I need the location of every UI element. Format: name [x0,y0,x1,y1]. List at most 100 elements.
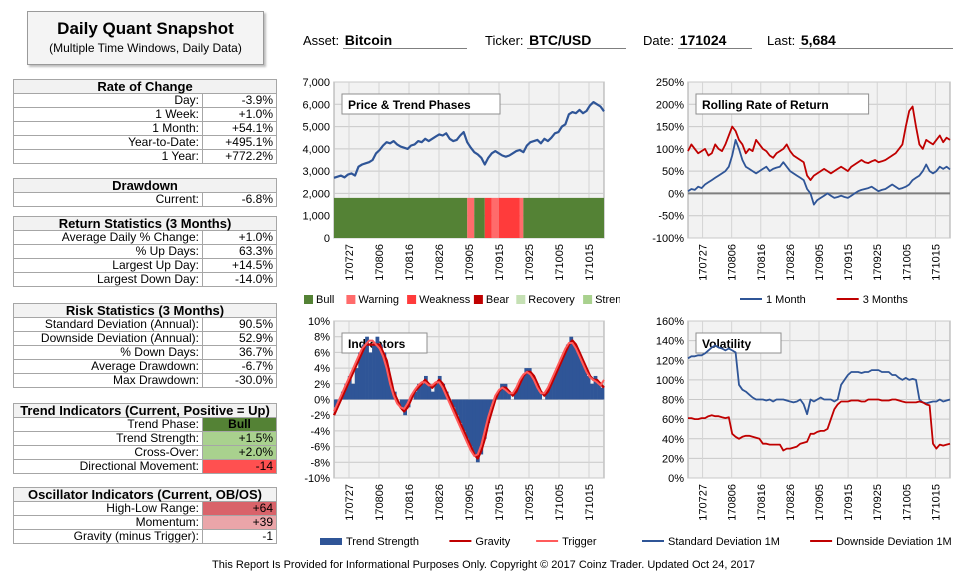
trend-strength-bar [507,391,511,400]
legend-label: Strength [595,294,620,306]
trend-strength-bar [379,344,383,400]
y-tick-label: 0 [324,233,330,245]
table-header-row: Oscillator Indicators (Current, OB/OS) [13,487,277,502]
row-label: Current: [13,192,203,207]
report-subtitle: (Multiple Time Windows, Daily Data) [49,41,242,55]
x-tick-label: 170816 [404,244,416,281]
x-tick-label: 171015 [930,484,942,521]
y-tick-label: 0% [668,473,684,485]
trend-strength-bar [417,383,421,400]
report-title: Daily Quant Snapshot [57,19,234,38]
asset-field: Asset: Bitcoin [303,32,467,49]
ticker-field: Ticker: BTC/USD [485,32,627,49]
trend-phase-bar [484,197,492,238]
table-title: Oscillator Indicators (Current, OB/OS) [13,487,277,502]
row-label: High-Low Range: [13,501,203,516]
x-tick-label: 171015 [930,244,942,281]
trend-strength-bar [451,399,456,408]
legend-swatch [346,295,356,304]
y-tick-label: -10% [304,473,330,485]
rolling-return-chart: -100% -50% 0% 50% 100% 150% 200% 250% 170727 1708… [652,77,951,306]
row-value: 36.7% [202,345,277,360]
gravity-line [332,339,605,460]
table-row: Max Drawdown: -30.0% [13,373,277,388]
trend-strength-bar [562,352,567,400]
y-tick-label: 6,000 [302,99,330,111]
table-row: Momentum: +39 [13,515,277,530]
y-tick-label: 4% [314,363,330,375]
row-value: -3.9% [202,93,277,108]
trend-strength-bar [565,344,570,400]
trend-strength-bar [372,344,376,400]
trend-strength-bar [548,383,553,400]
trend-strength-bar [347,375,352,400]
x-tick-label: 171015 [584,484,596,521]
x-tick-label: 170905 [814,484,826,521]
legend-swatch [407,295,417,304]
table-row: % Up Days: 63.3% [13,244,277,259]
y-tick-label: 4,000 [302,144,330,156]
trend-strength-bar [500,383,504,400]
x-tick-label: 170727 [698,244,710,281]
x-tick-label: 170826 [434,484,446,521]
legend-label: Recovery [528,294,575,306]
trend-strength-bar [597,383,601,400]
y-tick-label: 1,000 [302,211,330,223]
chart-title: Volatility [702,337,751,351]
footer-disclaimer: This Report Is Provided for Informationa… [212,559,755,571]
x-tick-label: 170905 [464,244,476,281]
trend-strength-bar [334,399,338,408]
row-value: 52.9% [202,331,277,346]
trend-strength-bar [462,399,466,431]
x-tick-label: 170915 [843,244,855,281]
y-tick-label: -6% [310,442,330,454]
trend-strength-bar [482,399,487,439]
legend-label: Warning [358,294,399,306]
row-value: Bull [202,417,277,432]
y-tick-label: 250% [656,77,684,89]
row-value: +1.0% [202,230,277,245]
trend-phase-bar [334,197,468,238]
row-value: -14 [202,459,277,474]
y-tick-label: 20% [662,453,684,465]
trend-phase-bar [491,197,499,238]
x-tick-label: 170925 [524,244,536,281]
y-tick-label: -8% [310,457,330,469]
volatility-chart: 0% 20% 40% 60% 80% 100% 120% 140% 160% 170727 1708… [642,316,952,548]
x-tick-label: 170915 [494,484,506,521]
trend-strength-bar [465,399,470,439]
table-row: Average Drawdown: -6.7% [13,359,277,374]
asset-value: Bitcoin [342,32,467,49]
date-value: 171024 [677,32,752,49]
y-tick-label: -2% [310,410,330,422]
table-row: Day: -3.9% [13,93,277,108]
stats-table: Drawdown Current: -6.8% [13,178,277,207]
row-value: 63.3% [202,244,277,259]
table-title: Rate of Change [13,79,277,94]
y-tick-label: 10% [308,316,330,328]
trend-strength-bar [389,383,394,400]
x-tick-label: 170915 [843,484,855,521]
trend-strength-bar [385,368,390,400]
y-tick-label: 60% [662,414,684,426]
x-tick-label: 170727 [344,484,356,521]
x-tick-label: 171005 [554,484,566,521]
legend-swatch [583,295,593,304]
table-title: Drawdown [13,178,277,193]
chart-title: Rolling Rate of Return [702,98,829,112]
y-tick-label: -100% [652,233,684,245]
trend-strength-bar [579,360,584,400]
trend-phase-bar [523,197,604,238]
row-label: Trend Strength: [13,431,203,446]
row-value: -6.8% [202,192,277,207]
trend-strength-bar [344,383,349,400]
x-tick-label: 170816 [756,484,768,521]
stats-table: Trend Indicators (Current, Positive = Up… [13,403,277,474]
legend-label: 3 Months [863,294,909,306]
row-value: +1.0% [202,107,277,122]
row-label: Momentum: [13,515,203,530]
table-row: Trend Phase: Bull [13,417,277,432]
table-row: Downside Deviation (Annual): 52.9% [13,331,277,346]
trend-strength-bar [576,352,581,400]
y-tick-label: 100% [656,375,684,387]
